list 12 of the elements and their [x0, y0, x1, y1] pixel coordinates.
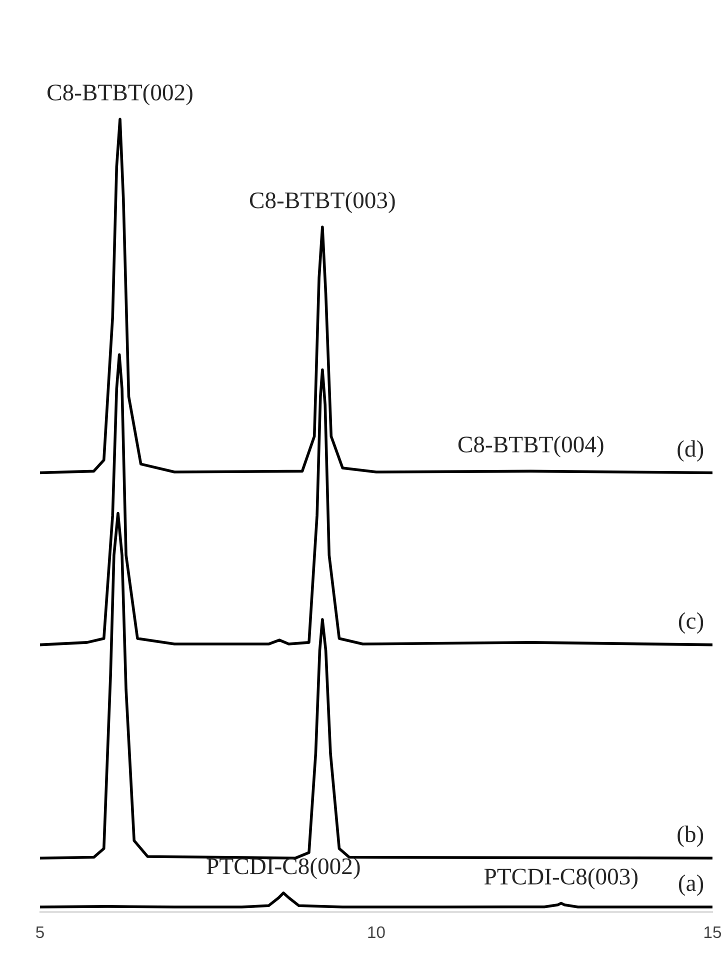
x-tick-label: 15 [704, 926, 722, 938]
series-label: (a) [678, 874, 704, 896]
annotation: PTCDI-C8(002) [206, 858, 360, 880]
series-label: (d) [678, 440, 704, 462]
annotation: C8-BTBT(004) [458, 436, 604, 458]
annotation: C8-BTBT(002) [48, 84, 192, 106]
annotation: C8-BTBT(003) [250, 192, 395, 214]
x-tick-label: 10 [368, 926, 385, 938]
x-tick-label: 5 [36, 926, 44, 938]
annotation: PTCDI-C8(003) [484, 868, 638, 890]
series-label: (c) [678, 612, 704, 634]
series-label: (b) [678, 826, 704, 847]
